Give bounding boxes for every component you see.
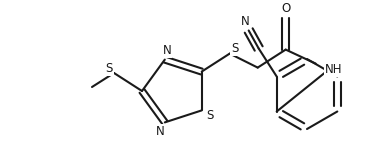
Text: S: S [206,109,214,122]
Text: S: S [231,42,239,55]
Text: S: S [105,61,113,75]
Text: N: N [163,44,171,57]
Text: O: O [281,2,290,15]
Text: N: N [155,125,164,138]
Text: N: N [241,15,250,28]
Text: NH: NH [325,63,342,76]
